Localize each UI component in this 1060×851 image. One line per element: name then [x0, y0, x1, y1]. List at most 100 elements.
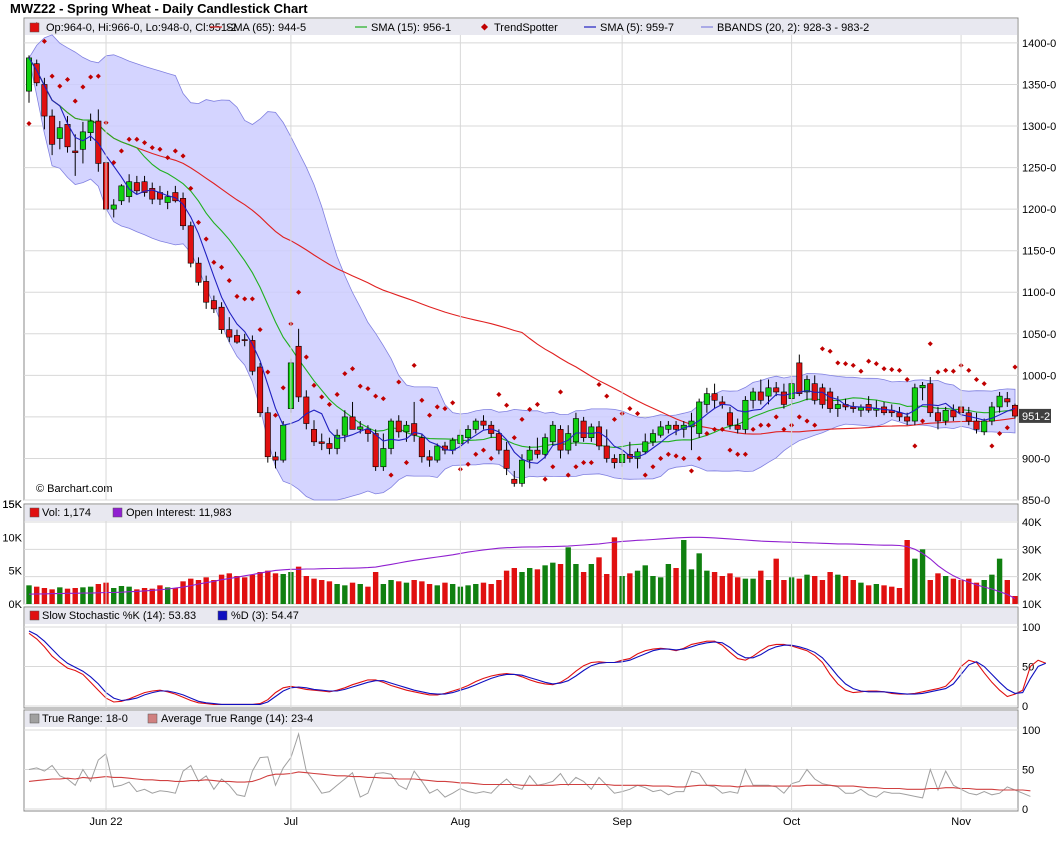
- volume-bar: [850, 580, 856, 604]
- x-tick-label: Jun 22: [90, 816, 123, 828]
- candle-body: [257, 366, 264, 414]
- volume-bar: [966, 578, 972, 604]
- trendspotter-marker: [519, 416, 525, 422]
- candle-body: [819, 387, 826, 405]
- candle-body: [341, 416, 348, 436]
- stochastic-frame-legend-bg: [25, 608, 1017, 624]
- volume-bar: [349, 582, 356, 604]
- trendspotter-marker: [781, 426, 787, 432]
- sma-5-line: [28, 57, 1016, 464]
- volume-bar: [950, 578, 957, 604]
- price-tick-label: 1050-0: [1022, 329, 1056, 341]
- volume-bar: [465, 585, 471, 604]
- volume-bar: [303, 576, 310, 604]
- trendspotter-marker: [242, 296, 248, 302]
- volume-bar: [611, 537, 618, 604]
- oi-tick-label: 40K: [1022, 517, 1042, 529]
- candle-body: [596, 426, 603, 447]
- candle-body: [87, 120, 94, 133]
- volume-bar: [642, 565, 648, 604]
- candle-body: [26, 57, 32, 92]
- candle-body: [734, 424, 741, 430]
- volume-bar: [858, 582, 864, 604]
- chart-title: MWZ22 - Spring Wheat - Daily Candlestick…: [10, 1, 308, 16]
- candle-body: [49, 115, 56, 145]
- trendspotter-marker: [742, 451, 748, 457]
- volume-bar: [511, 568, 517, 604]
- trendspotter-marker: [681, 455, 687, 461]
- trendspotter-marker: [326, 401, 332, 407]
- candle-body: [657, 426, 664, 436]
- candle-body: [603, 445, 610, 459]
- volume-bar: [49, 589, 55, 604]
- volume-bar: [211, 580, 217, 604]
- price-tick-label: 1350-0: [1022, 79, 1056, 91]
- candle-body: [210, 300, 217, 310]
- oi-tick-label: 20K: [1022, 572, 1042, 584]
- candle-body: [750, 391, 757, 401]
- volume-bar: [827, 572, 833, 604]
- volume-bar: [781, 580, 787, 604]
- candle-body: [226, 329, 233, 338]
- volume-legend-swatch: [29, 507, 40, 518]
- trendspotter-marker: [380, 396, 386, 402]
- volume-bar: [542, 565, 548, 604]
- volume-bar: [295, 566, 302, 604]
- trendspotter-marker: [126, 136, 132, 142]
- volume-bar: [889, 586, 895, 604]
- candle-body: [364, 429, 371, 434]
- price-tick-label: 900-0: [1022, 453, 1050, 465]
- candle-body: [164, 196, 171, 203]
- volume-bar: [157, 585, 163, 604]
- candle-body: [611, 458, 618, 463]
- candle-body: [149, 188, 156, 200]
- volume-bar: [673, 568, 679, 604]
- trendspotter-marker: [935, 369, 941, 375]
- candle-body: [295, 345, 302, 398]
- candle-body: [919, 385, 926, 389]
- volume-bar: [496, 580, 502, 604]
- candle-body: [472, 420, 479, 430]
- volume-bar: [257, 572, 263, 604]
- candle-body: [56, 127, 63, 139]
- sma-65-line: [28, 57, 1016, 435]
- trendspotter-marker: [265, 369, 271, 375]
- candle-body: [557, 429, 564, 451]
- volume-bar: [57, 587, 63, 604]
- volume-bar: [388, 580, 394, 604]
- candle-body: [711, 393, 718, 401]
- volume-bar: [234, 576, 240, 604]
- candle-body: [757, 391, 764, 401]
- candle-body: [665, 424, 672, 430]
- candle-body: [726, 412, 733, 426]
- volume-bar: [765, 580, 772, 604]
- trendspotter-marker: [149, 145, 155, 151]
- candle-body: [927, 383, 934, 414]
- volume-bar: [419, 581, 425, 604]
- true-range-tick-label: 50: [1022, 765, 1034, 777]
- x-tick-label: Nov: [951, 816, 971, 828]
- trendspotter-marker: [673, 453, 679, 459]
- volume-bar: [480, 582, 487, 604]
- volume-bar: [896, 588, 903, 604]
- volume-bar: [449, 584, 456, 604]
- trendspotter-marker: [319, 394, 325, 400]
- volume-bar: [164, 587, 171, 604]
- trendspotter-marker: [850, 362, 856, 368]
- trendspotter-marker: [696, 455, 702, 461]
- candle-body: [996, 395, 1003, 408]
- volume-bar: [904, 540, 910, 604]
- volume-bar: [241, 577, 248, 604]
- candle-body: [187, 225, 194, 264]
- stochastic-tick-label: 0: [1022, 701, 1028, 713]
- volume-bar: [527, 568, 533, 604]
- volume-bar: [796, 578, 803, 604]
- volume-bar: [750, 578, 756, 604]
- volume-bar: [727, 573, 733, 604]
- volume-bar: [981, 580, 987, 604]
- trendspotter-marker: [64, 76, 71, 83]
- trendspotter-marker: [997, 430, 1003, 437]
- volume-tick-label: 5K: [9, 566, 23, 578]
- volume-bar: [72, 588, 78, 604]
- volume-bar: [557, 564, 564, 604]
